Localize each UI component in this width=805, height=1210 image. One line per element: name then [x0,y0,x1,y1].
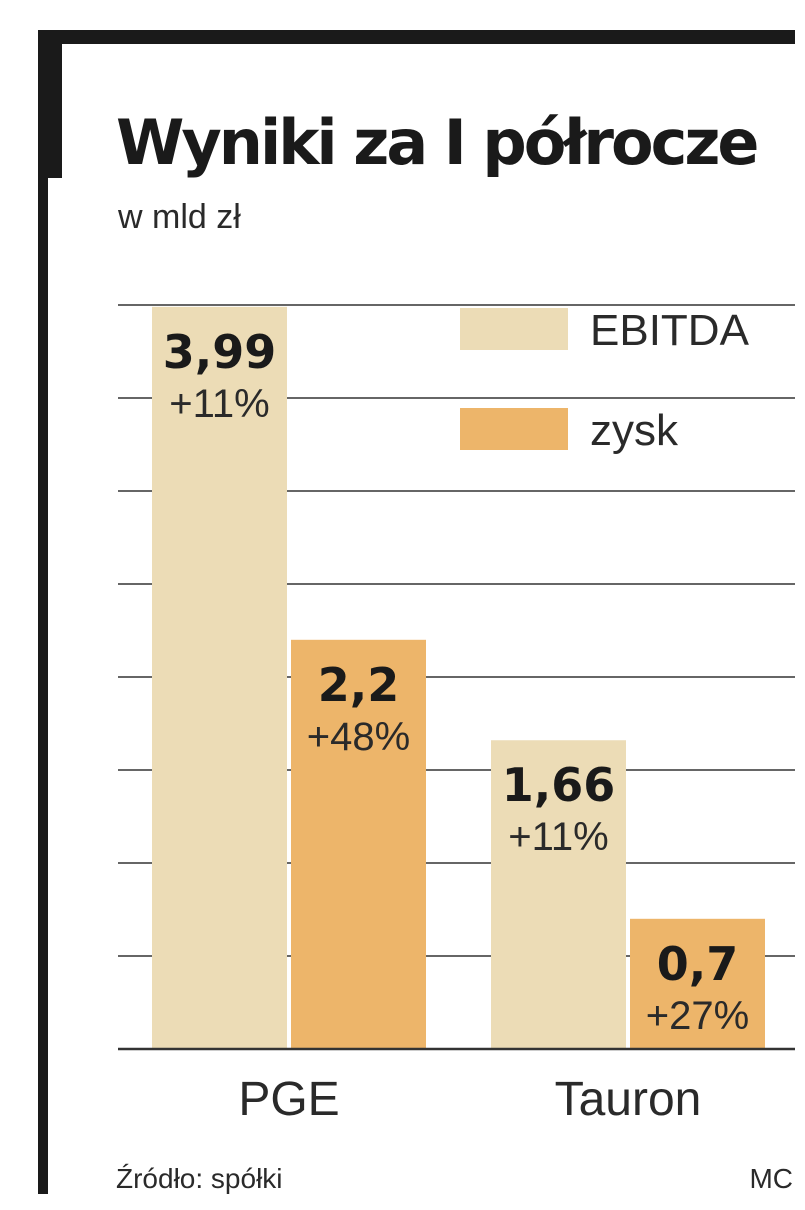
frame-left-bar [38,32,48,1194]
source-note: Źródło: spółki [116,1163,283,1194]
bar-zysk-pge [291,639,426,1049]
frame-top-bar [38,30,795,44]
bar-ebitda-tauron [491,740,626,1049]
category-label: PGE [238,1073,339,1126]
data-label-change: +27% [646,994,749,1038]
category-label: Tauron [555,1073,702,1126]
bar-ebitda-pge [152,306,287,1049]
author-credit: MC [749,1163,793,1194]
data-label-change: +48% [307,715,410,759]
data-label-value: 3,99 [163,325,277,379]
legend-swatch-ebitda [460,308,568,350]
frame-corner-tab [38,30,62,178]
data-label-value: 2,2 [318,658,400,712]
data-label-value: 0,7 [657,937,739,991]
data-label-change: +11% [169,382,269,426]
data-label-change: +11% [508,815,608,859]
chart-subtitle: w mld zł [118,198,241,236]
data-label-value: 1,66 [502,758,616,812]
legend-label: zysk [590,406,679,455]
chart-title: Wyniki za I półrocze [116,106,759,179]
bar-zysk-tauron [630,918,765,1049]
legend-swatch-zysk [460,408,568,450]
legend-label: EBITDA [590,306,750,355]
